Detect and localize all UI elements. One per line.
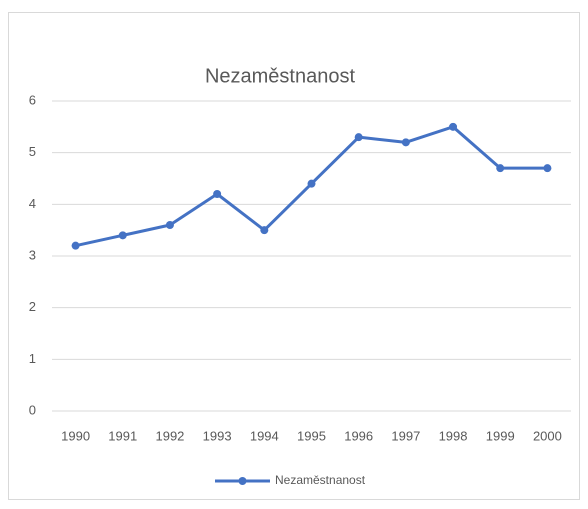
data-point xyxy=(118,231,127,240)
y-tick-label: 4 xyxy=(29,196,36,211)
x-tick-label: 2000 xyxy=(533,428,562,443)
data-point xyxy=(401,138,410,147)
chart-title: Nezaměstnanost xyxy=(205,65,356,87)
x-tick-label: 1991 xyxy=(108,428,137,443)
data-point xyxy=(354,133,363,142)
y-tick-label: 5 xyxy=(29,144,36,159)
x-tick-label: 1993 xyxy=(203,428,232,443)
data-point xyxy=(260,226,269,235)
data-point xyxy=(165,221,174,229)
legend-marker xyxy=(238,477,247,485)
data-point xyxy=(213,190,222,198)
data-point xyxy=(496,164,505,173)
y-tick-label: 0 xyxy=(29,402,36,417)
data-point xyxy=(543,164,552,173)
data-point xyxy=(307,179,316,188)
y-tick-label: 2 xyxy=(29,299,36,314)
x-tick-label: 1990 xyxy=(61,428,90,443)
data-point xyxy=(449,122,458,131)
x-tick-label: 1995 xyxy=(297,428,326,443)
x-tick-label: 1994 xyxy=(250,428,279,443)
y-tick-label: 3 xyxy=(29,247,36,262)
y-tick-label: 1 xyxy=(29,351,36,366)
legend-label: Nezaměstnanost xyxy=(275,473,366,487)
x-tick-label: 1992 xyxy=(155,428,184,443)
y-tick-label: 6 xyxy=(29,92,36,107)
x-tick-label: 1999 xyxy=(486,428,515,443)
x-tick-label: 1998 xyxy=(439,428,468,443)
x-tick-label: 1996 xyxy=(344,428,373,443)
data-point xyxy=(71,241,80,250)
x-tick-label: 1997 xyxy=(391,428,420,443)
